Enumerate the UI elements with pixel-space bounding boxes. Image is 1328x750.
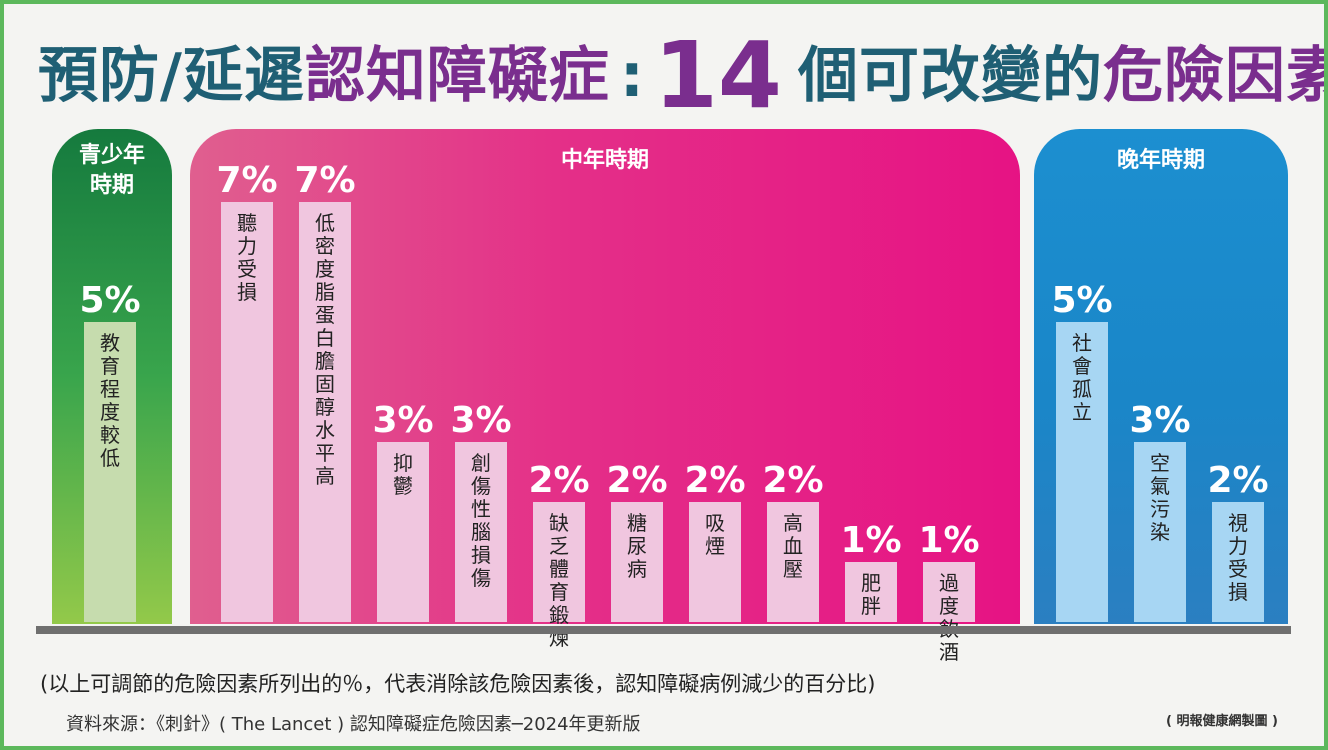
footnote: (以上可調節的危險因素所列出的％，代表消除該危險因素後，認知障礙病例減少的百分比… xyxy=(40,672,876,696)
title-colon: : xyxy=(619,40,644,111)
value-label-1-2: 3% xyxy=(372,400,433,441)
value-label-1-7: 2% xyxy=(762,460,823,501)
bar-2-1 xyxy=(1134,442,1186,622)
value-label-2-1: 3% xyxy=(1129,400,1190,441)
period-label-youth: 青少年 時期 xyxy=(78,143,145,198)
category-label-1-1: 低密度脂蛋白膽固醇水平高 xyxy=(315,211,335,488)
category-label-2-1: 空氣污染 xyxy=(1150,451,1170,544)
category-label-1-5: 糖尿病 xyxy=(627,511,647,581)
period-label-midlife: 中年時期 xyxy=(560,148,649,173)
chart-baseline xyxy=(36,626,1291,634)
category-label-1-2: 抑鬱 xyxy=(393,451,413,498)
value-label-2-0: 5% xyxy=(1051,280,1112,321)
category-label-1-6: 吸煙 xyxy=(705,511,725,558)
value-label-0-0: 5% xyxy=(79,280,140,321)
bar-1-2 xyxy=(377,442,429,622)
source-citation: 資料來源：《刺針》( The Lancet ) 認知障礙症危險因素─2024年更… xyxy=(66,714,641,735)
category-label-1-3: 創傷性腦損傷 xyxy=(471,451,491,590)
period-label-late-life: 晚年時期 xyxy=(1116,148,1205,173)
category-label-2-0: 社會孤立 xyxy=(1072,331,1092,424)
title-number: 14 xyxy=(653,21,782,129)
category-label-2-2: 視力受損 xyxy=(1228,511,1248,604)
bar-1-8 xyxy=(845,562,897,622)
category-label-1-7: 高血壓 xyxy=(783,511,803,581)
category-label-1-8: 肥胖 xyxy=(861,571,881,618)
value-label-1-1: 7% xyxy=(294,160,355,201)
bar-1-1 xyxy=(299,202,351,622)
bar-1-5 xyxy=(611,502,663,622)
category-label-0-0: 教育程度較低 xyxy=(100,331,120,470)
title-part-prevent-delay: 預防/延遲 xyxy=(38,40,305,111)
risk-factor-bar-chart: 5% 教育程度較低 7% 聽力受損 7% 低密度脂蛋白膽固醇水平高 3% 抑鬱 3% 創傷性腦損傷… xyxy=(79,160,1268,664)
title-part-dementia: 認知障礙症 xyxy=(304,40,610,111)
bar-0-0 xyxy=(84,322,136,622)
value-label-1-6: 2% xyxy=(684,460,745,501)
category-label-1-0: 聽力受損 xyxy=(237,211,257,304)
chart-credit: ( 明報健康網製圖 ) xyxy=(1166,714,1278,729)
title-part-modifiable: 個可改變的 xyxy=(797,40,1103,111)
bar-2-0 xyxy=(1056,322,1108,622)
bar-1-9 xyxy=(923,562,975,622)
bar-1-7 xyxy=(767,502,819,622)
value-label-1-5: 2% xyxy=(606,460,667,501)
bar-1-3 xyxy=(455,442,507,622)
value-label-1-4: 2% xyxy=(528,460,589,501)
title-part-risk-factors: 危險因素 xyxy=(1102,40,1324,111)
infographic: 預防/延遲認知障礙症:14 個可改變的危險因素 青少年 時期 中年時期 晚年時期 5… xyxy=(4,4,1324,746)
page-title: 預防/延遲認知障礙症:14 個可改變的危險因素 xyxy=(38,20,1324,130)
bar-1-0 xyxy=(221,202,273,622)
bar-2-2 xyxy=(1212,502,1264,622)
bar-1-4 xyxy=(533,502,585,622)
value-label-1-3: 3% xyxy=(450,400,511,441)
value-label-1-8: 1% xyxy=(840,520,901,561)
bar-1-6 xyxy=(689,502,741,622)
value-label-1-0: 7% xyxy=(216,160,277,201)
category-label-1-4: 缺乏體育鍛煉 xyxy=(549,511,569,650)
value-label-1-9: 1% xyxy=(918,520,979,561)
category-label-1-9: 過度飲酒 xyxy=(939,571,959,664)
value-label-2-2: 2% xyxy=(1207,460,1268,501)
